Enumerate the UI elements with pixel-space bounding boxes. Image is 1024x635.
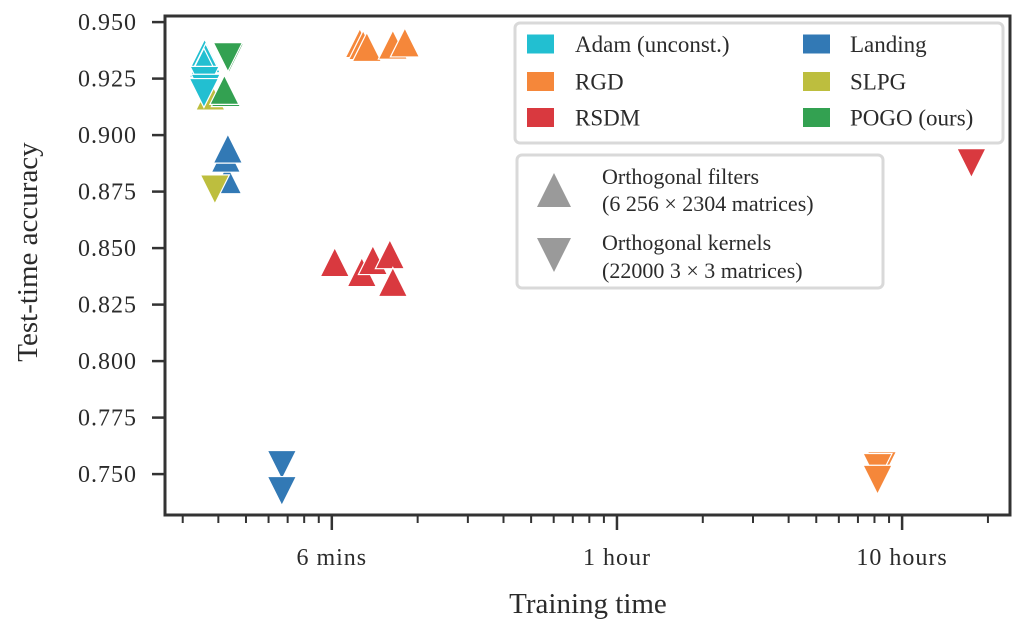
y-tick-label: 0.875 bbox=[78, 180, 137, 206]
legend-markers-box bbox=[515, 153, 885, 290]
series-pogo-ours bbox=[208, 42, 245, 108]
point-landing-kernels-triangle-down bbox=[266, 475, 298, 507]
legend-color-swatch bbox=[803, 34, 830, 54]
point-rgd-filters-triangle-up bbox=[351, 31, 383, 63]
legend-item-orthogonal-kernels: Orthogonal kernels (22000 3 × 3 matrices) bbox=[537, 230, 803, 283]
x-tick-label: 1 hour bbox=[583, 545, 651, 571]
y-tick-label: 0.800 bbox=[78, 349, 137, 375]
legend-item-rsdm: RSDM bbox=[527, 106, 640, 131]
y-tick-label: 0.900 bbox=[78, 123, 137, 149]
legend-item-rgd: RGD bbox=[527, 70, 624, 95]
legend-item-pogo-ours: POGO (ours) bbox=[803, 106, 973, 131]
point-landing-filters-triangle-up bbox=[212, 132, 244, 164]
point-rsdm-filters-triangle-up bbox=[319, 246, 351, 278]
y-tick-label: 0.950 bbox=[78, 10, 137, 36]
legend-item-adam-unconst: Adam (unconst.) bbox=[527, 32, 730, 57]
legend-label: SLPG bbox=[850, 70, 906, 95]
legend-label: RSDM bbox=[575, 106, 640, 131]
point-adam-unconst-kernels-triangle-down bbox=[188, 77, 220, 109]
series-rsdm bbox=[319, 148, 987, 298]
legend-methods: Adam (unconst.) RGD RSDM Landing SLPG POGO (o… bbox=[513, 21, 1005, 145]
point-rsdm-filters-triangle-up bbox=[377, 266, 409, 298]
legend-label-line: (22000 3 × 3 matrices) bbox=[602, 258, 803, 283]
plot-frame bbox=[163, 14, 1012, 517]
x-tick-label: 6 mins bbox=[296, 545, 367, 571]
y-tick-label: 0.750 bbox=[78, 462, 137, 488]
point-rsdm-kernels-triangle-down bbox=[955, 148, 987, 179]
legend-color-swatch bbox=[803, 108, 830, 127]
legend-markers: Orthogonal filters(6 256 × 2304 matrices… bbox=[515, 153, 885, 290]
triangle-down-icon bbox=[537, 238, 571, 272]
series-adam-unconst bbox=[188, 37, 222, 109]
x-axis-label: Training time bbox=[509, 588, 667, 620]
legend-item-orthogonal-filters: Orthogonal filters(6 256 × 2304 matrices… bbox=[537, 164, 814, 216]
point-rgd-filters-triangle-up bbox=[389, 26, 421, 58]
data-points bbox=[188, 26, 987, 507]
legend-label: Adam (unconst.) bbox=[575, 32, 730, 57]
legend-color-swatch bbox=[527, 108, 554, 127]
point-pogo-ours-kernels-triangle-down bbox=[212, 42, 244, 73]
y-axis: 0.750 0.775 0.800 0.825 0.850 0.875 0.900 0.925… bbox=[78, 10, 165, 488]
y-tick-label: 0.850 bbox=[78, 236, 137, 262]
point-pogo-ours-filters-triangle-up bbox=[208, 74, 240, 106]
legend-label-line: (6 256 × 2304 matrices) bbox=[602, 191, 814, 216]
point-rsdm-filters-triangle-up bbox=[374, 238, 406, 270]
y-tick-label: 0.775 bbox=[78, 406, 137, 432]
series-rgd bbox=[344, 26, 898, 496]
legend-label: POGO (ours) bbox=[850, 106, 973, 131]
legend-item-landing: Landing bbox=[803, 32, 927, 57]
legend-label-line: Orthogonal kernels bbox=[602, 230, 771, 255]
point-landing-kernels-triangle-down bbox=[266, 449, 298, 481]
legend-item-slpg: SLPG bbox=[803, 70, 906, 95]
x-tick-label: 10 hours bbox=[856, 545, 947, 571]
legend-label: RGD bbox=[575, 70, 624, 95]
legend-color-swatch bbox=[527, 72, 554, 91]
legend-color-swatch bbox=[803, 72, 830, 91]
y-tick-label: 0.925 bbox=[78, 67, 137, 93]
legend-methods-box bbox=[513, 21, 1005, 145]
x-axis: 6 mins 1 hour 10 hours bbox=[181, 515, 989, 571]
point-slpg-kernels-triangle-down bbox=[199, 174, 231, 206]
legend-color-swatch bbox=[527, 34, 554, 54]
y-axis-label: Test-time accuracy bbox=[12, 142, 44, 362]
y-tick-label: 0.825 bbox=[78, 293, 137, 319]
triangle-up-icon bbox=[537, 173, 571, 207]
legend-label-line: Orthogonal filters bbox=[602, 164, 759, 189]
point-rgd-kernels-triangle-down bbox=[862, 464, 893, 496]
legend-label: Landing bbox=[850, 32, 927, 57]
